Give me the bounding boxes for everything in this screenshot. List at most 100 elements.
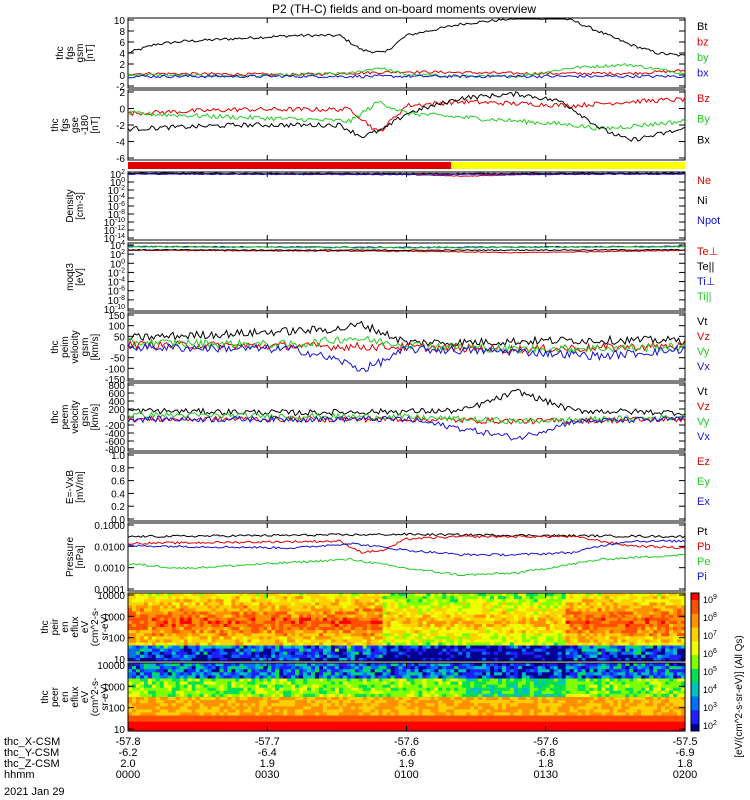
y-axis-label-line: (cm^2-s- (90, 608, 101, 647)
spectrogram-cell (243, 703, 248, 707)
spectrogram-cell (386, 648, 392, 653)
spectrogram-cell (486, 657, 491, 662)
y-axis-label-line: gsm (80, 338, 91, 357)
spectrogram-cell (657, 627, 662, 631)
spectrogram-cell (283, 611, 288, 616)
spectrogram-cell (330, 627, 336, 631)
spectrogram-cell (342, 681, 348, 686)
spectrogram-cell (315, 715, 320, 720)
spectrogram-cell (227, 651, 233, 656)
spectrogram-cell (259, 709, 264, 714)
spectrogram-cell (374, 596, 380, 600)
spectrogram-cell (259, 681, 264, 686)
spectrogram-cell (227, 627, 233, 631)
spectrogram-cell (398, 721, 404, 726)
spectrogram-cell (450, 639, 455, 644)
legend-entry: Pi (697, 571, 707, 583)
spectrogram-cell (382, 645, 388, 650)
spectrogram-cell (470, 617, 475, 622)
spectrogram-cell (673, 593, 678, 597)
spectrogram-cell (669, 593, 674, 597)
spectrogram-cell (677, 620, 682, 625)
spectrogram-cell (195, 642, 201, 647)
spectrogram-cell (159, 602, 165, 606)
spectrogram-cell (394, 651, 400, 656)
spectrogram-cell (179, 727, 185, 732)
spectrogram-cell (303, 703, 308, 707)
spectrogram-cell (517, 602, 523, 606)
spectrogram-cell (303, 687, 308, 692)
spectrogram-cell (283, 727, 288, 732)
spectrogram-cell (354, 675, 360, 680)
spectrogram-cell (446, 627, 451, 631)
spectrogram-cell (573, 599, 579, 603)
spectrogram-cell (199, 669, 205, 673)
spectrogram-cell (529, 657, 535, 662)
spectrogram-cell (430, 596, 435, 600)
spectrogram-cell (187, 684, 193, 689)
spectrogram-cell (645, 605, 650, 610)
spectrogram-cell (251, 645, 256, 650)
spectrogram-cell (143, 712, 149, 717)
spectrogram-cell (243, 706, 248, 710)
spectrogram-cell (382, 639, 388, 644)
spectrogram-cell (378, 669, 384, 673)
spectrogram-cell (358, 715, 364, 720)
spectrogram-cell (132, 718, 137, 723)
spectrogram-cell (621, 630, 626, 634)
spectrogram-cell (617, 608, 622, 613)
spectrogram-cell (346, 675, 352, 680)
spectrogram-cell (139, 623, 145, 628)
spectrogram-cell (637, 596, 642, 600)
spectrogram-cell (267, 703, 272, 707)
spectrogram-cell (128, 678, 133, 683)
spectrogram-cell (263, 727, 268, 732)
y-axis-label: thc fgs gsm [nT] (55, 44, 96, 63)
spectrogram-cell (482, 636, 487, 640)
y-tick-label: 600 (108, 389, 125, 400)
spectrogram-cell (366, 611, 372, 616)
spectrogram-cell (299, 611, 304, 616)
spectrogram-cell (402, 672, 408, 676)
spectrogram-cell (370, 712, 376, 717)
spectrogram-cell (147, 721, 153, 726)
spectrogram-cell (259, 663, 264, 667)
spectrogram-cell (370, 596, 376, 600)
spectrogram-cell (211, 645, 217, 650)
legend-entry: Vt (697, 316, 707, 328)
spectrogram-cell (155, 675, 161, 680)
spectrogram-cell (299, 642, 304, 647)
spectrogram-cell (366, 693, 372, 698)
spectrogram-cell (446, 614, 451, 619)
spectrogram-cell (243, 687, 248, 692)
spectrogram-cell (653, 633, 658, 637)
spectrogram-cell (167, 724, 173, 729)
spectrogram-cell (207, 721, 213, 726)
spectrogram-cell (275, 697, 280, 701)
spectrogram-cell (195, 608, 201, 613)
spectrogram-cell (529, 605, 535, 610)
spectrogram-cell (259, 651, 264, 656)
spectrogram-cell (502, 599, 507, 603)
spectrogram-cell (657, 593, 662, 597)
spectrogram-cell (247, 620, 252, 625)
spectrogram-cell (430, 605, 435, 610)
spectrogram-cell (394, 636, 400, 640)
spectrogram-cell (219, 709, 225, 714)
spectrogram-cell (330, 617, 336, 622)
spectrogram-cell (378, 654, 384, 659)
spectrogram-cell (549, 599, 555, 603)
spectrogram-cell (155, 630, 161, 634)
spectrogram-cell (434, 623, 439, 628)
spectrogram-cell (267, 602, 272, 606)
spectrogram-cell (406, 623, 412, 628)
spectrogram-cell (370, 623, 376, 628)
spectrogram-cell (525, 620, 531, 625)
spectrogram-cell (354, 657, 360, 662)
spectrogram-cell (211, 681, 217, 686)
spectrogram-cell (211, 678, 217, 683)
spectrogram-cell (506, 596, 511, 600)
spectrogram-cell (215, 678, 221, 683)
spectrogram-cell (235, 636, 240, 640)
